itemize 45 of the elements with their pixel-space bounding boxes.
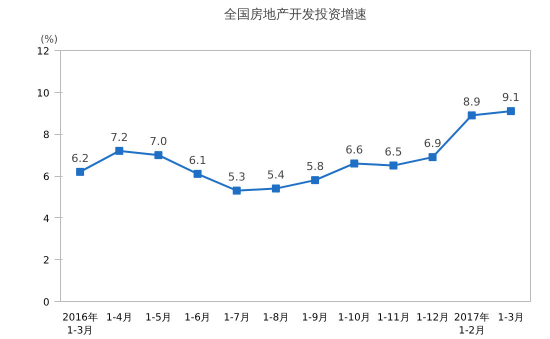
chart-title: 全国房地产开发投资增速: [224, 6, 367, 22]
y-tick-label: 6: [43, 172, 50, 183]
x-tick-label: 1-9月: [302, 312, 328, 324]
text: 7.0: [150, 135, 168, 148]
point: [194, 170, 202, 178]
y-axis-title: (%): [40, 34, 58, 46]
x-tick-label: 1-10月: [338, 312, 371, 324]
x-tick-label: 1-5月: [145, 312, 172, 324]
text: 8.9: [463, 95, 481, 108]
point: [311, 176, 320, 184]
text: 5.4: [267, 168, 285, 182]
point: [350, 159, 358, 168]
y-tick-label: 8: [43, 130, 50, 142]
point: [154, 151, 162, 160]
x-tick-label: 1-7月: [224, 312, 250, 324]
point: [76, 168, 84, 176]
point: [428, 153, 437, 162]
x-tick-label: 1-8月: [262, 312, 290, 324]
text: 6.2: [71, 152, 89, 165]
text: 5.3: [228, 170, 246, 184]
text: 6.5: [384, 146, 402, 159]
point: [232, 186, 241, 195]
y-tick-label: 12: [36, 46, 50, 58]
y-tick-label: 0: [43, 298, 50, 308]
text: 6.1: [188, 154, 206, 167]
x-tick-label: 2016年 1-3月: [62, 312, 98, 337]
point: [389, 162, 398, 170]
x-tick-label: 1-12月: [416, 312, 449, 324]
text: 6.6: [346, 143, 364, 156]
point: [506, 107, 515, 116]
text: 6.9: [424, 137, 442, 150]
y-tick-label: 2: [43, 256, 50, 267]
y-tick-label: 10: [36, 88, 50, 100]
text: 5.8: [306, 160, 324, 174]
point: [468, 111, 476, 120]
x-tick-label: 1-6月: [184, 312, 211, 324]
x-tick-label: 1-11月: [377, 312, 410, 324]
x-tick-label: 2017年 1-2月: [454, 312, 490, 337]
x-tick-label: 1-4月: [106, 312, 132, 324]
text: 7.2: [110, 130, 128, 144]
text: 9.1: [502, 91, 520, 104]
y-tick-label: 4: [43, 214, 50, 225]
x-tick-label: 1-3月: [498, 312, 524, 324]
point: [272, 184, 280, 193]
point: [115, 146, 124, 155]
